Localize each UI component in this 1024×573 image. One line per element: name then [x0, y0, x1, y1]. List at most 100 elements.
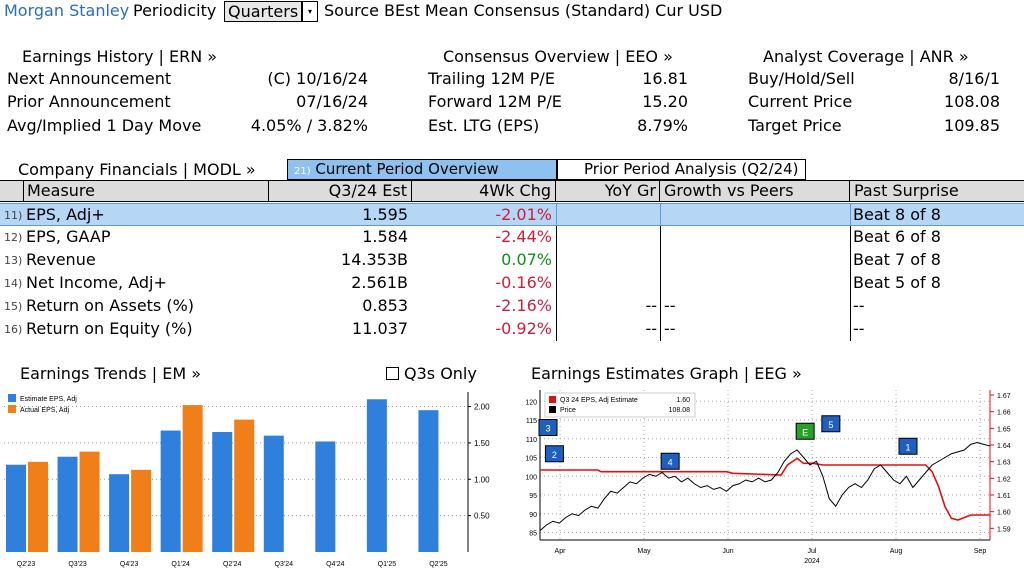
table-row[interactable]: 16) Return on Equity (%) 11.037 -0.92% -- -- -…: [0, 318, 1024, 341]
q3s-only-label: Q3s Only: [404, 364, 477, 383]
right-tick-label: 1.67: [997, 393, 1011, 400]
column-divider: [850, 204, 851, 227]
earnings-trends-chart: 0.50 1.00 1.50 2.00 Q2'23 Q3'23 Q4'23 Q1'24 Q2'2…: [4, 392, 490, 568]
column-divider: [660, 204, 661, 227]
company-name[interactable]: Morgan Stanley: [4, 1, 130, 20]
header-past-surprise[interactable]: Past Surprise: [850, 180, 1024, 202]
event-marker: [898, 437, 918, 455]
measure-cell: Return on Equity (%): [26, 319, 193, 338]
row-number: 16): [4, 323, 23, 336]
legend-label: Price: [560, 407, 576, 414]
x-tick-label: Q4'24: [326, 561, 345, 568]
measure-cell: Net Income, Adj+: [26, 273, 167, 292]
buy-hold-sell-value: 8/16/1: [948, 69, 1001, 88]
prior-announcement-label: Prior Announcement: [7, 92, 171, 111]
event-marker-label: 1: [905, 442, 910, 452]
earnings-trends-title[interactable]: Earnings Trends | EM »: [20, 364, 201, 383]
x-tick-label: Jul: [808, 548, 817, 555]
column-divider: [850, 272, 851, 295]
event-marker: [544, 445, 564, 463]
header-estimate[interactable]: Q3/24 Est: [269, 180, 412, 202]
analyst-coverage-title[interactable]: Analyst Coverage | ANR »: [763, 47, 969, 66]
change-cell: -2.44%: [495, 227, 552, 246]
y-tick-label: 0.50: [474, 512, 490, 521]
header-yoy-growth[interactable]: YoY Gr: [556, 180, 660, 202]
row-number: 14): [4, 277, 23, 290]
left-tick-label: 100: [525, 474, 537, 481]
x-tick-label: Q2'25: [429, 561, 448, 568]
q3s-only-checkbox[interactable]: [386, 367, 399, 380]
company-financials-title[interactable]: Company Financials | MODL »: [18, 160, 256, 179]
tab-current-period[interactable]: 21) Current Period Overview (Q3/24): [287, 159, 557, 199]
change-cell: -0.92%: [495, 319, 552, 338]
measure-cell: Return on Assets (%): [26, 296, 195, 315]
table-row[interactable]: 13) Revenue 14.353B 0.07% Beat 7 of 8: [0, 249, 1024, 272]
right-tick-label: 1.61: [997, 493, 1011, 500]
estimate-cell: 14.353B: [341, 250, 408, 269]
event-marker-label: 3: [545, 424, 550, 434]
column-divider: [660, 249, 661, 272]
bar-estimate: [109, 474, 130, 552]
legend-value: 1.60: [676, 397, 690, 404]
legend-swatch: [549, 396, 556, 403]
periodicity-select[interactable]: Quarters: [224, 1, 302, 22]
avg-move-value: 4.05% / 3.82%: [250, 116, 368, 135]
estimate-line: [540, 457, 990, 521]
yoy-cell: [556, 249, 657, 272]
right-tick-label: 1.59: [997, 526, 1011, 533]
prior-announcement-value: 07/16/24: [296, 92, 368, 111]
table-row[interactable]: 11) EPS, Adj+ 1.595 -2.01% Beat 8 of 8: [0, 203, 1024, 227]
x-tick-label: Sep: [974, 548, 987, 555]
periodicity-value: Quarters: [228, 2, 299, 21]
earnings-history-title[interactable]: Earnings History | ERN »: [22, 47, 218, 66]
right-tick-label: 1.62: [997, 476, 1011, 483]
legend-box: [544, 392, 696, 418]
header-measure[interactable]: Measure: [24, 180, 269, 202]
surprise-cell: Beat 5 of 8: [853, 273, 941, 292]
x-tick-label: May: [637, 548, 651, 555]
x-tick-label: Q1'25: [378, 561, 397, 568]
top-bar: Morgan Stanley Periodicity Quarters ▾ So…: [0, 0, 1024, 24]
change-cell: -2.01%: [495, 205, 552, 224]
bar-estimate: [6, 464, 26, 552]
peers-cell: --: [664, 319, 676, 338]
peers-cell: --: [664, 296, 676, 315]
legend-value: 108.08: [669, 407, 691, 414]
legend-label: Actual EPS, Adj: [20, 407, 69, 414]
measure-cell: EPS, GAAP: [26, 227, 111, 246]
right-tick-label: 1.66: [997, 410, 1011, 417]
left-tick-label: 90: [529, 512, 537, 519]
event-marker-label: 2: [552, 450, 557, 460]
x-tick-label: Q3'23: [68, 561, 87, 568]
header-growth-vs-peers[interactable]: Growth vs Peers: [660, 180, 850, 202]
yoy-cell: [556, 226, 657, 249]
column-divider: [850, 295, 851, 318]
estimate-cell: 0.853: [362, 296, 408, 315]
table-row[interactable]: 12) EPS, GAAP 1.584 -2.44% Beat 6 of 8: [0, 226, 1024, 249]
column-divider: [850, 226, 851, 249]
table-row[interactable]: 15) Return on Assets (%) 0.853 -2.16% -- -- --: [0, 295, 1024, 318]
column-divider: [660, 318, 661, 341]
surprise-cell: --: [853, 296, 865, 315]
x-tick-label: Aug: [890, 548, 903, 555]
table-row[interactable]: 14) Net Income, Adj+ 2.561B -0.16% Beat 5 of…: [0, 272, 1024, 295]
left-tick-label: 110: [526, 437, 537, 444]
yoy-cell: --: [645, 296, 657, 315]
left-tick-label: 120: [525, 399, 537, 406]
tab-prior-period[interactable]: Prior Period Analysis (Q2/24): [557, 159, 806, 180]
bar-estimate: [315, 441, 336, 552]
yoy-cell: --: [645, 319, 657, 338]
bar-estimate: [418, 410, 439, 552]
legend-label: Q3 24 EPS, Adj Estimate: [560, 397, 638, 404]
x-tick-label: Apr: [555, 548, 567, 555]
consensus-overview-title[interactable]: Consensus Overview | EEO »: [443, 47, 673, 66]
header-4wk-change[interactable]: 4Wk Chg: [412, 180, 556, 202]
bar-actual: [131, 469, 152, 552]
column-divider: [556, 295, 557, 318]
x-tick-label: Q2'24: [223, 561, 242, 568]
bar-actual: [182, 405, 203, 552]
periodicity-dropdown-icon[interactable]: ▾: [302, 1, 318, 22]
event-marker: [795, 422, 815, 440]
surprise-cell: Beat 7 of 8: [853, 250, 941, 269]
earnings-graph-title[interactable]: Earnings Estimates Graph | EEG »: [531, 364, 802, 383]
